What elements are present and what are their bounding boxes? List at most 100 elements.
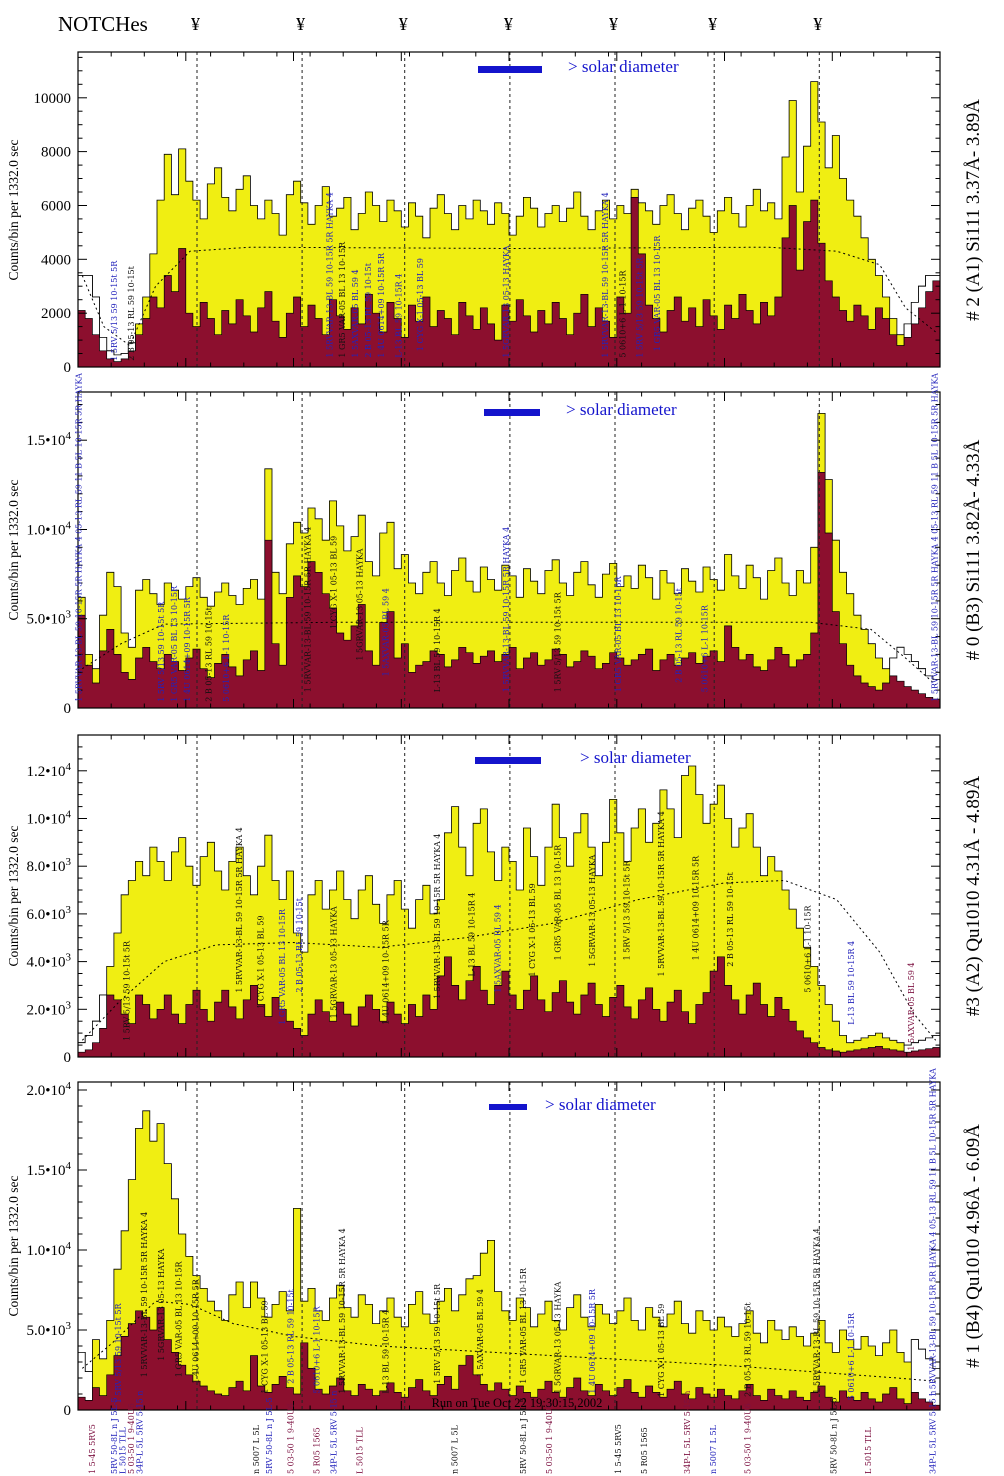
y-tick-label: 5.0•103	[26, 1320, 71, 1339]
observation-annotation: 1 GR5 VAR-05 BL 13 10-15R	[170, 585, 179, 702]
detector-label-panel-3: #3 (A2) Qu1010 4.31Å - 4.89Å	[963, 775, 984, 1017]
detector-label-panel-1: # 2 (A1) Si111 3.37Å- 3.89Å	[963, 99, 984, 321]
y-axis-label-panel-2: Counts/bin per 1332.0 sec	[6, 479, 21, 621]
footer-annotation: L 5015 TLL	[356, 1427, 365, 1474]
observation-annotation: 5 0610+6 L-1 10-15R	[222, 614, 231, 702]
histogram-notched-counts	[77, 197, 941, 368]
solar-diameter-label-2: > solar diameter	[566, 400, 677, 419]
footer-annotation: 5 03-50 1 9-40U6	[127, 1403, 136, 1474]
observation-annotation: 2 B 05-13 RL 59 10-15t	[295, 897, 304, 992]
observation-annotation: 1 5AXVAR-05 BL 59 4	[476, 1289, 485, 1377]
y-tick-label: 6.0•103	[26, 904, 71, 923]
observation-annotation: 1 5RVVAR-13-BL 59 10-15R 5R HAYKA 4	[325, 192, 334, 357]
observation-annotation: 2 B 05-13 RL 59 10-15t	[726, 871, 735, 966]
observation-annotation: 1 5RV 5/13 59 10-15t 5R	[157, 601, 166, 702]
y-tick-label: 1.2•104	[26, 761, 71, 780]
observation-annotation: L-13 BL 59 10-15R 4	[381, 1310, 390, 1394]
solar-diameter-label-4: > solar diameter	[545, 1095, 656, 1114]
observation-annotation: 1 5RVVAR-13-BL 59 10-15R 5R HAYKA 4	[304, 527, 313, 692]
footer-annotation: 5 03-50 1 9-40U6	[545, 1403, 554, 1474]
observation-annotation: 1 5RVVAR-13-BL 59 10-15R 5R HAYKA 4 05-1…	[930, 373, 939, 702]
solar-diameter-bar-1	[478, 66, 542, 73]
observation-annotation: 1 5RVVAR-13-BL 59 10-15R 5R HAYKA 4 05-1…	[929, 1068, 938, 1397]
observation-annotation: 1 5GRVAR-13 05-13 HAYKA	[157, 1249, 166, 1361]
panel-2: 0 5.0•103 1.0•104 1.5•104 1 5RVVAR-13-BL 59 …	[26, 373, 941, 717]
observation-annotation: L-13 BL 59 10-15R 4	[394, 274, 403, 358]
observation-annotation: 1 GR5 VAR-05 BL 13 10-15R	[278, 908, 287, 1025]
observation-annotation: 1 GR5 VAR-05 BL 13 10-15R	[614, 576, 623, 693]
observation-annotation: 1 5GRVAR-13 05-13 HAYKA	[588, 855, 597, 967]
footer-annotation: 5RV 50-8L n J 5L-5	[110, 1397, 119, 1474]
y-tick-label: 0	[64, 1403, 72, 1419]
observation-annotation: 1 5RVVAR-13-BL 59 10-15R 5R HAYKA 4	[235, 827, 244, 992]
observation-annotation: 1 5GRVAR-13 05-13 HAYKA	[356, 548, 365, 660]
mean-rate-dashed-line	[82, 621, 937, 686]
histogram-all-counts	[77, 81, 941, 368]
y-tick-label: 0	[64, 701, 72, 717]
mean-rate-dashed-line	[81, 1300, 936, 1382]
footer-annotation: 1 5-45 5RV5	[88, 1424, 97, 1474]
footer-annotation: 5 03-50 1 9-40U6	[287, 1403, 296, 1474]
observation-annotation: 1 5RV 5/13 59 10-15t 5R	[623, 859, 632, 960]
observation-annotation: 5 0610+6 L-1 10-15R	[700, 604, 709, 692]
y-tick-label: 2.0•103	[26, 999, 71, 1018]
observation-annotation: 1 CYG X-1 05-13 BL 59	[416, 258, 425, 351]
y-tick-label: 1.0•104	[26, 1240, 71, 1259]
footer-annotation: 1 5-45 5RV5	[614, 1424, 623, 1474]
footer-annotation: n 5007 L 5L	[709, 1424, 718, 1474]
y-tick-label: 8000	[41, 145, 71, 161]
observation-annotation: 1 5AXVAR-05 BL 59 4	[381, 588, 390, 676]
y-tick-label: 4000	[41, 252, 71, 268]
observation-annotation: 1 5RVVAR-13-BL 59 10-15R 5R HAYKA 4	[657, 811, 666, 976]
y-tick-label: 1.5•104	[26, 430, 71, 449]
y-axis-label-panel-4: Counts/bin per 1332.0 sec	[6, 1175, 21, 1317]
y-tick-label: 1.0•104	[26, 809, 71, 828]
observation-annotation: 1 CYG X-1 05-13 BL 59	[256, 915, 265, 1008]
panel-3: 0 2.0•103 4.0•103 6.0•103 8.0•103 1.0•104 1.2•…	[26, 734, 941, 1066]
observation-annotation: 1 CYG X-1 05-13 BL 59	[330, 536, 339, 629]
footer-annotation: 5RV 50-8L n J 5L-5	[519, 1397, 528, 1474]
panel-4: 0 5.0•103 1.0•104 1.5•104 2.0•104 1 5RV 5/13 …	[26, 1068, 941, 1419]
observation-annotation: L-13 BL 59 10-15R 4	[433, 608, 442, 692]
notch-symbol: ¥	[503, 14, 513, 34]
observation-annotation: 1 CYG X-1 05-13 BL 59	[261, 1300, 270, 1393]
y-tick-label: 2.0•104	[26, 1080, 71, 1099]
footer-annotation: 34P-L 5L 5RV 5-15 n	[929, 1391, 938, 1474]
solar-diameter-bar-4	[489, 1104, 527, 1110]
observation-annotation: 1 5RVVAR-13-BL 59 10-15R 5R HAYKA 4	[601, 192, 610, 357]
y-tick-label: 10000	[34, 91, 72, 107]
observation-annotation: 1 5RV 5/13 59 10-15t 5R	[114, 1302, 123, 1403]
footer-annotation: 5RV 50-8L n J 5L-5	[265, 1397, 274, 1474]
y-tick-label: 5.0•103	[26, 609, 71, 628]
observation-annotation: 1 5RV 5/13 59 10-15t 5R	[123, 940, 132, 1041]
observation-annotation: 1 5AXVAR-05 BL 59 4	[493, 904, 502, 992]
observation-annotation: 1 CYG X-1 05-13 BL 59	[528, 883, 537, 976]
observation-annotation: 5 0610+6 L-1 10-15R	[618, 270, 627, 358]
notch-symbol: ¥	[296, 14, 306, 34]
observation-annotation: L-13 BL 59 10-15R 4	[468, 893, 477, 977]
notch-symbol: ¥	[813, 14, 823, 34]
observation-annotation: 1 4U 0614+09 10-15R 5R	[192, 1278, 201, 1384]
y-tick-label: 1.5•104	[26, 1160, 71, 1179]
footer-annotation: L 5015 TLL	[118, 1427, 127, 1474]
observation-annotation: 1 GR5 VAR-05 BL 13 10-15R	[554, 844, 563, 961]
footer-annotation: n 5007 L 5L	[450, 1424, 459, 1474]
observation-annotation: 1 5RV 5/13 59 10-15t 5R	[433, 1283, 442, 1384]
notch-symbol: ¥	[609, 14, 619, 34]
observation-annotation: 1 GR5 VAR-05 BL 13 10-15R	[174, 1261, 183, 1378]
detector-label-panel-4: # 1 (B4) Qu1010 4.96Å - 6.09Å	[963, 1124, 984, 1368]
solar-diameter-label-1: > solar diameter	[568, 57, 679, 76]
observation-annotation: 1 5GRVAR-13 05-13 HAYKA	[502, 245, 511, 357]
solar-diameter-label-3: > solar diameter	[580, 748, 691, 767]
observation-annotation: 1 GR5 VAR-05 BL 13 10-15R	[653, 235, 662, 352]
y-tick-label: 1.0•104	[26, 520, 71, 539]
footer-annotation: 34P-L 5L 5RV 5-15 n	[136, 1391, 145, 1474]
y-tick-label: 2000	[41, 306, 71, 322]
observation-annotation: 1 5RVVAR-13-BL 59 10-15R 5R HAYKA 4	[502, 527, 511, 692]
observation-annotation: 1 GR5 VAR-05 BL 13 10-15R	[338, 241, 347, 358]
observation-annotation: 2 B 05-13 RL 59 10-15t	[743, 1302, 752, 1397]
observation-annotation: 1 CYG X-1 05-13 BL 59	[657, 1304, 666, 1397]
notch-symbol: ¥	[190, 14, 200, 34]
footer-annotation: 5 R05 1565	[312, 1427, 321, 1474]
